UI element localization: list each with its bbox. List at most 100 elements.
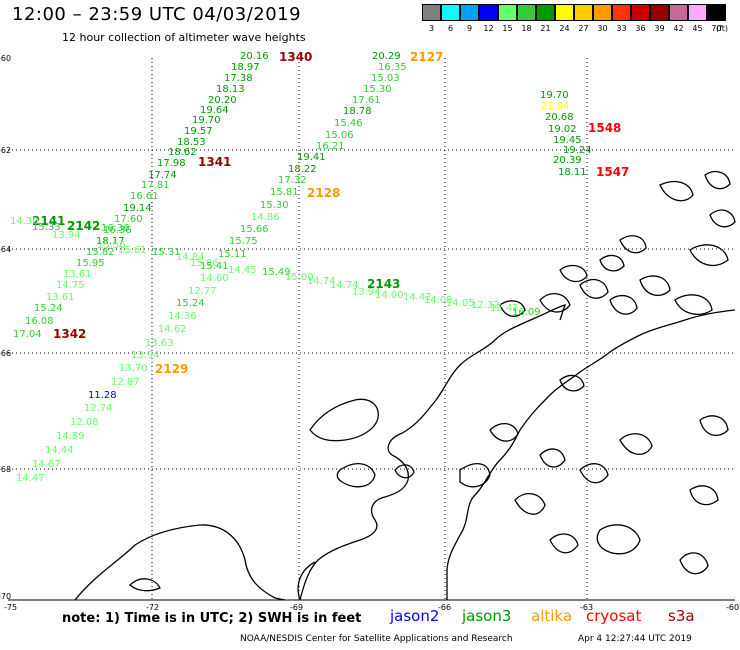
pass-time-label: 1547 [596, 165, 630, 179]
swh-value: 19.70 [540, 90, 569, 101]
legend-label: 15 [502, 24, 513, 33]
swh-value: 15.00 [285, 272, 314, 283]
pass-time-label: 2142 [67, 219, 101, 233]
map-subtitle: 12 hour collection of altimeter wave hei… [62, 31, 306, 44]
legend-swatch [479, 4, 498, 21]
swh-value: 15.06 [325, 130, 354, 141]
swh-value: 15.33 [32, 222, 61, 233]
swh-value: 17.61 [352, 95, 381, 106]
swh-value: 15.95 [76, 258, 105, 269]
swh-value: 19.14 [123, 203, 152, 214]
swh-value: 16.35 [378, 62, 407, 73]
swh-value: 19.24 [563, 145, 592, 156]
pass-time-label: 1341 [198, 155, 232, 169]
pass-time-label: 2127 [410, 50, 444, 64]
pass-time-label: 1548 [588, 121, 622, 135]
swh-value: 19.64 [200, 105, 229, 116]
lat-label: -68 [0, 465, 12, 474]
swh-value: 14.05 [446, 298, 475, 309]
swh-value: 14.84 [176, 252, 205, 263]
swh-value: 14.74 [307, 276, 336, 287]
swh-value: 11.28 [88, 390, 117, 401]
legend-label: 36 [635, 24, 646, 33]
swh-value: 12.74 [84, 403, 113, 414]
swh-value: 12.42 [490, 303, 519, 314]
swh-value: 18.11 [558, 167, 587, 178]
swh-value: 13.70 [119, 363, 148, 374]
swh-value: 18.13 [216, 84, 245, 95]
swh-value: 17.81 [141, 180, 170, 191]
swh-value: 12.32 [471, 300, 500, 311]
lon-label: -72 [146, 603, 160, 612]
swh-value: 15.31 [152, 247, 181, 258]
swh-value: 14.00 [375, 290, 404, 301]
swh-value: 16.08 [25, 316, 54, 327]
pass-time-label: 1342 [53, 327, 87, 341]
satellite-s3a: s3a [668, 607, 695, 625]
swh-value: 16.09 [512, 307, 541, 318]
coastline [74, 170, 736, 601]
swh-value: 17.98 [157, 158, 186, 169]
swh-value: 15.11 [218, 249, 247, 260]
swh-value: 14.74 [330, 280, 359, 291]
swh-value: 15.56 [97, 240, 126, 251]
pass-time-label: 2128 [307, 186, 341, 200]
swh-value: 15.86 [190, 258, 219, 269]
legend-label: 70 [711, 24, 722, 33]
lon-label: -66 [438, 603, 452, 612]
swh-value: 12.87 [111, 377, 140, 388]
legend-swatch [536, 4, 555, 21]
swh-value: 20.29 [372, 51, 401, 62]
swh-value: 18.53 [177, 137, 206, 148]
swh-value: 14.44 [45, 445, 74, 456]
swh-value: 14.30 [10, 216, 39, 227]
legend-label: 27 [578, 24, 589, 33]
swh-value: 12.08 [70, 417, 99, 428]
swh-value: 13.63 [145, 338, 174, 349]
legend-label: 39 [654, 24, 665, 33]
swh-value: 13.94 [52, 230, 81, 241]
swh-value: 14.75 [56, 280, 85, 291]
swh-value: 21.94 [541, 101, 570, 112]
swh-value: 19.45 [553, 135, 582, 146]
legend-label: 45 [692, 24, 703, 33]
swh-value: 17.60 [114, 214, 143, 225]
swh-value: 18.22 [288, 164, 317, 175]
legend-label: 24 [559, 24, 570, 33]
swh-value: 15.81 [270, 187, 299, 198]
swh-value: 16.36 [101, 223, 130, 234]
legend-swatch [612, 4, 631, 21]
lat-lon-grid [8, 58, 735, 600]
swh-value: 13.94 [131, 350, 160, 361]
legend-label: 12 [483, 24, 494, 33]
swh-value: 14.62 [158, 324, 187, 335]
legend-label: 6 [447, 24, 454, 33]
legend-label: 3 [428, 24, 435, 33]
satellite-altika: altika [531, 607, 573, 625]
swh-value: 15.24 [176, 298, 205, 309]
swh-value: 17.74 [148, 170, 177, 181]
lat-label: -70 [0, 592, 12, 601]
swh-value: 19.41 [297, 152, 326, 163]
lon-label: -75 [4, 603, 18, 612]
legend-swatch [631, 4, 650, 21]
swh-value: 13.94 [352, 287, 381, 298]
legend-swatch [688, 4, 707, 21]
legend-unit: (ft) [715, 24, 729, 33]
swh-value: 20.16 [240, 51, 269, 62]
swh-value: 20.39 [553, 155, 582, 166]
swh-value: 15.41 [200, 261, 229, 272]
swh-value: 15.46 [334, 118, 363, 129]
satellite-jason3: jason3 [462, 607, 512, 625]
legend-swatch [498, 4, 517, 21]
legend-swatch [574, 4, 593, 21]
swh-value: 15.30 [260, 200, 289, 211]
satellite-jason2: jason2 [390, 607, 440, 625]
lat-label: -60 [0, 54, 12, 63]
swh-value: 15.24 [34, 303, 63, 314]
swh-value: 20.20 [208, 95, 237, 106]
legend-label: 30 [597, 24, 608, 33]
swh-value: 19.70 [192, 115, 221, 126]
swh-value: 15.49 [262, 267, 291, 278]
credit-line: NOAA/NESDIS Center for Satellite Applica… [240, 634, 513, 644]
